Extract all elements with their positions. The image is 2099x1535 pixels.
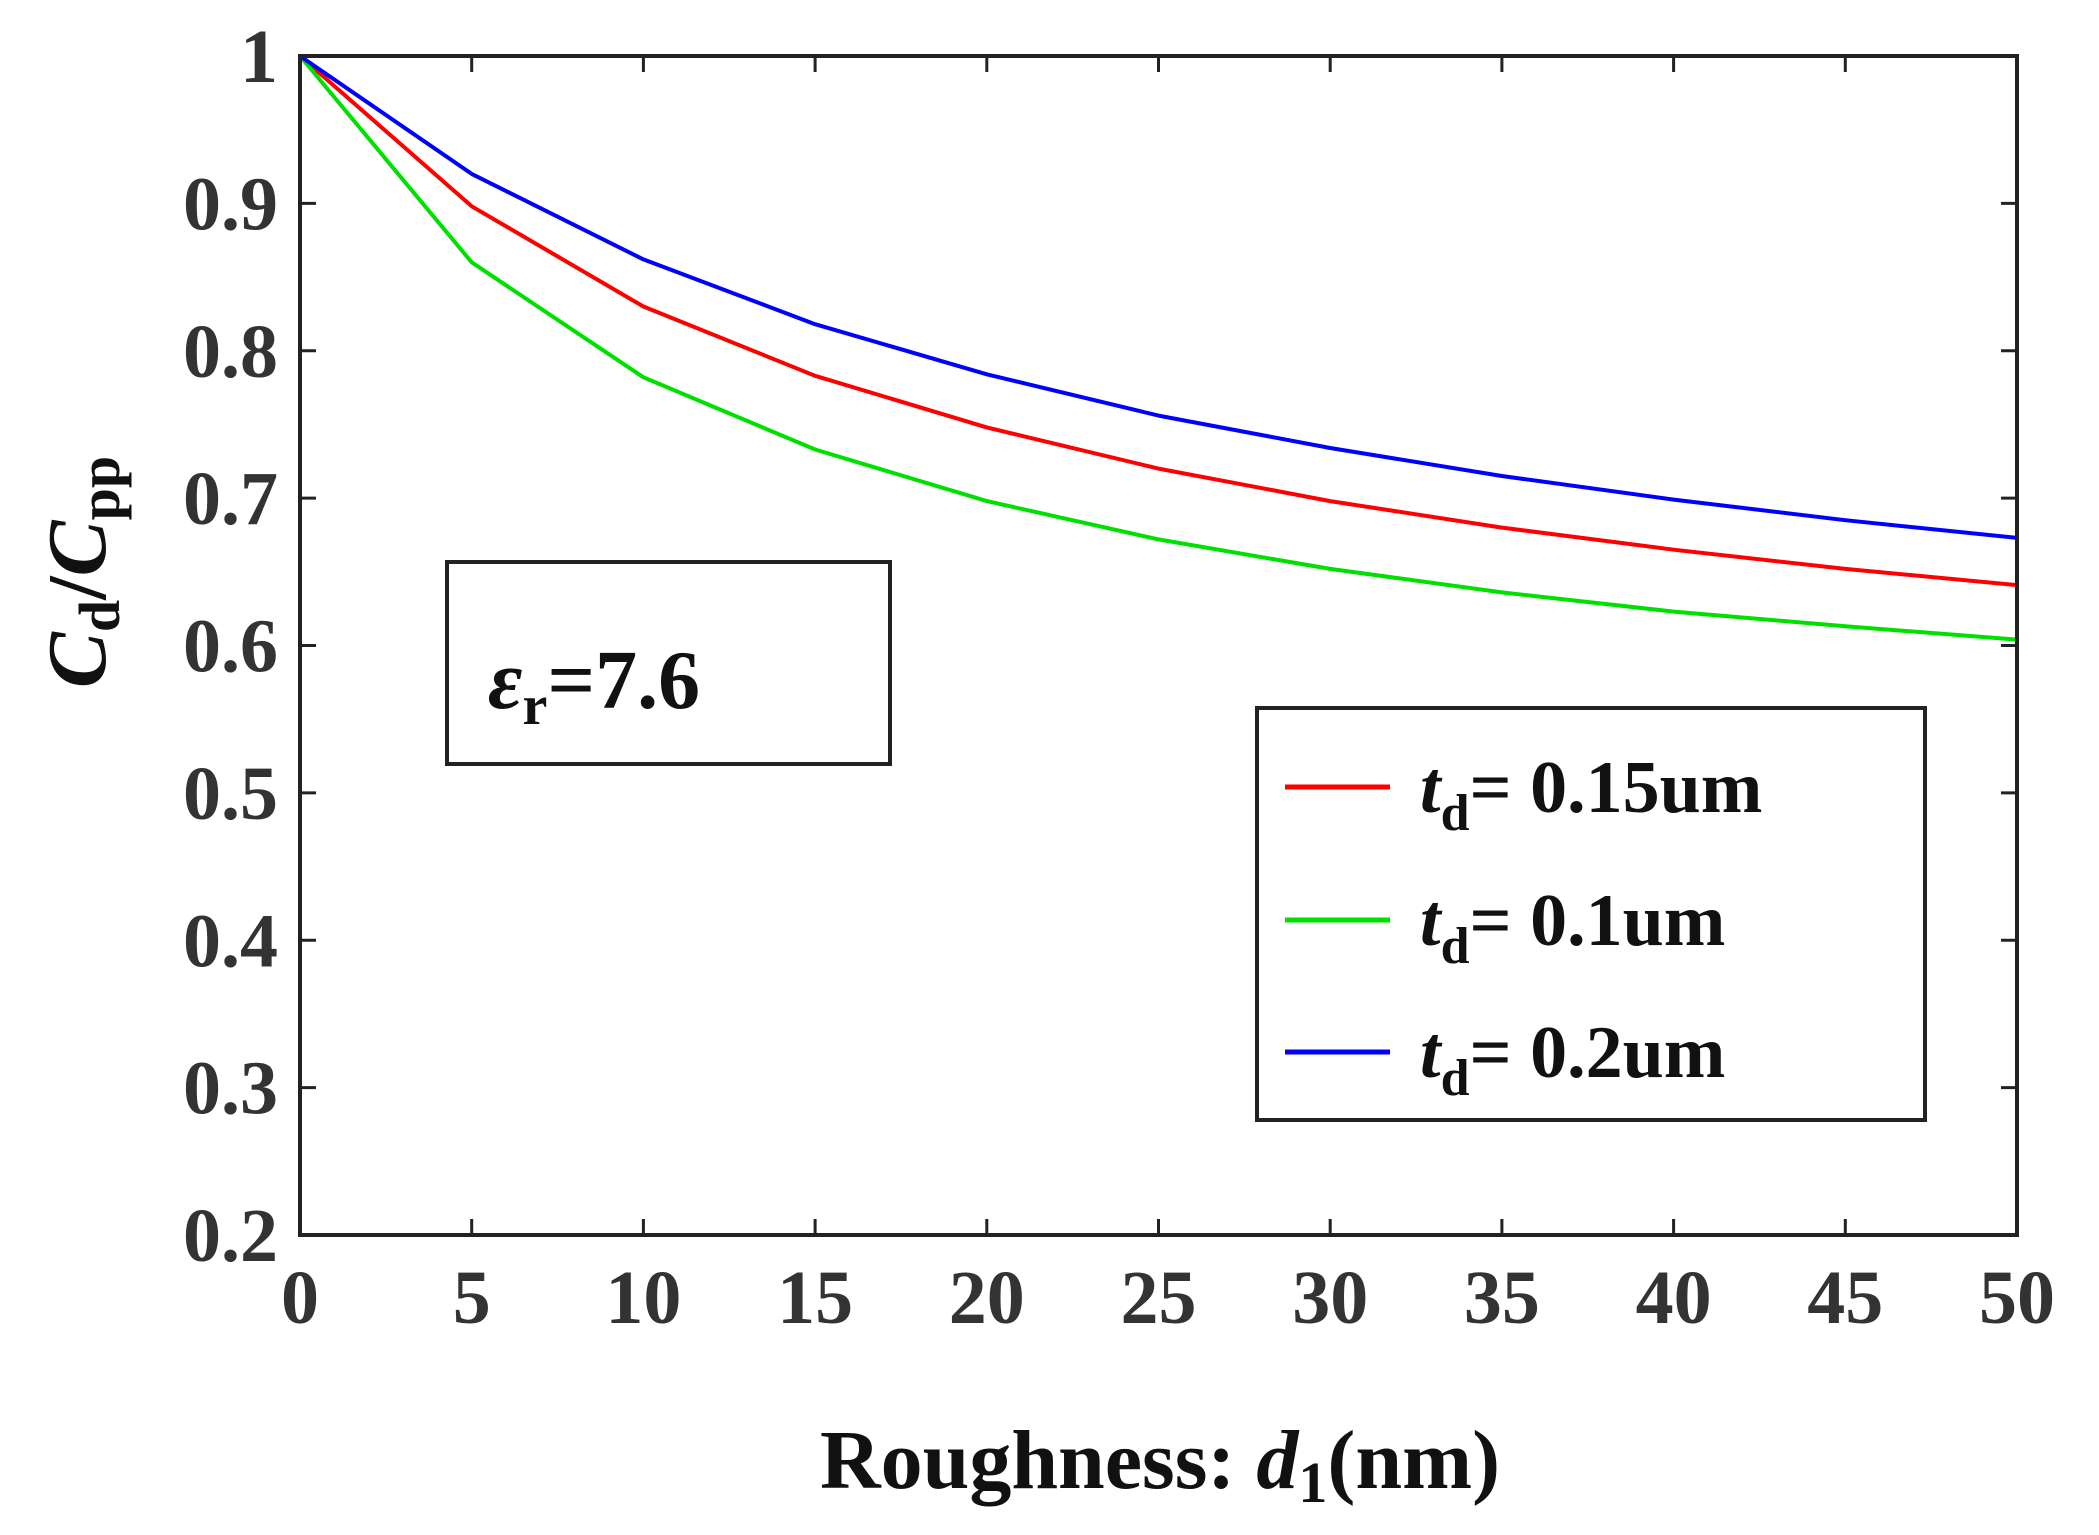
x-tick-label: 25 [1121,1256,1197,1340]
annotation-rest: =7.6 [547,634,700,727]
xlabel-unit: (nm) [1327,1414,1500,1507]
y-tick-label: 0.5 [183,752,278,836]
x-tick-label: 5 [453,1256,491,1340]
x-axis-label: Roughness: d1(nm) [820,1414,1500,1515]
legend-label: td= 0.15um [1420,747,1762,842]
legend-var: t [1420,747,1443,829]
ylabel-c2: C [31,519,124,576]
legend-sub: d [1441,918,1470,975]
y-tick-label: 0.8 [183,310,278,394]
series-line-3 [298,54,2018,540]
legend-label: td= 0.2um [1420,1012,1725,1107]
x-tick-label: 50 [1979,1256,2055,1340]
annotation-var: ε [488,634,522,727]
xlabel-main: Roughness: [820,1414,1256,1507]
x-tick-label: 30 [1292,1256,1368,1340]
y-tick-label: 0.4 [183,899,278,983]
annotation-box: εr=7.6 [445,560,892,766]
ylabel-s1: d [67,600,132,632]
plot-area-frame [298,54,2019,1237]
series-line-1 [298,54,2018,588]
x-tick-label: 15 [777,1256,853,1340]
legend-label: td= 0.1um [1420,880,1725,975]
series-line-2 [298,54,2018,642]
y-tick-label: 0.3 [183,1047,278,1131]
x-tick-label: 35 [1464,1256,1540,1340]
legend-rest: = 0.15um [1469,747,1762,829]
annotation-text: εr=7.6 [488,634,700,737]
ylabel-slash: / [31,575,124,601]
x-tick-label: 10 [605,1256,681,1340]
legend-var: t [1420,880,1443,962]
axis-ticks: 0 5 10 15 20 25 30 35 40 45 50 0.2 0.3 0.4 0.5 0.6 0.7 0.… [183,15,2055,1340]
annotation-frame [445,560,892,766]
legend-rest: = 0.1um [1469,880,1725,962]
y-tick-label: 0.6 [183,605,278,689]
legend-var: t [1420,1012,1443,1094]
x-tick-label: 45 [1807,1256,1883,1340]
y-tick-label: 0.9 [183,162,278,246]
y-tick-label: 0.2 [183,1194,278,1278]
ylabel-c1: C [31,631,124,688]
y-tick-label: 0.7 [183,457,278,541]
annotation-sub: r [522,675,547,737]
legend-rest: = 0.2um [1469,1012,1725,1094]
ylabel-s2: pp [67,456,132,521]
legend-sub: d [1441,1050,1470,1107]
y-tick-label: 1 [240,15,278,99]
xlabel-sub: 1 [1298,1450,1327,1515]
x-tick-label: 20 [949,1256,1025,1340]
y-axis-label: Cd/Cpp [31,456,132,688]
x-tick-label: 40 [1636,1256,1712,1340]
series-layer [298,54,2018,642]
xlabel-var: d [1256,1414,1300,1507]
x-tick-label: 0 [281,1256,319,1340]
legend-sub: d [1441,785,1470,842]
